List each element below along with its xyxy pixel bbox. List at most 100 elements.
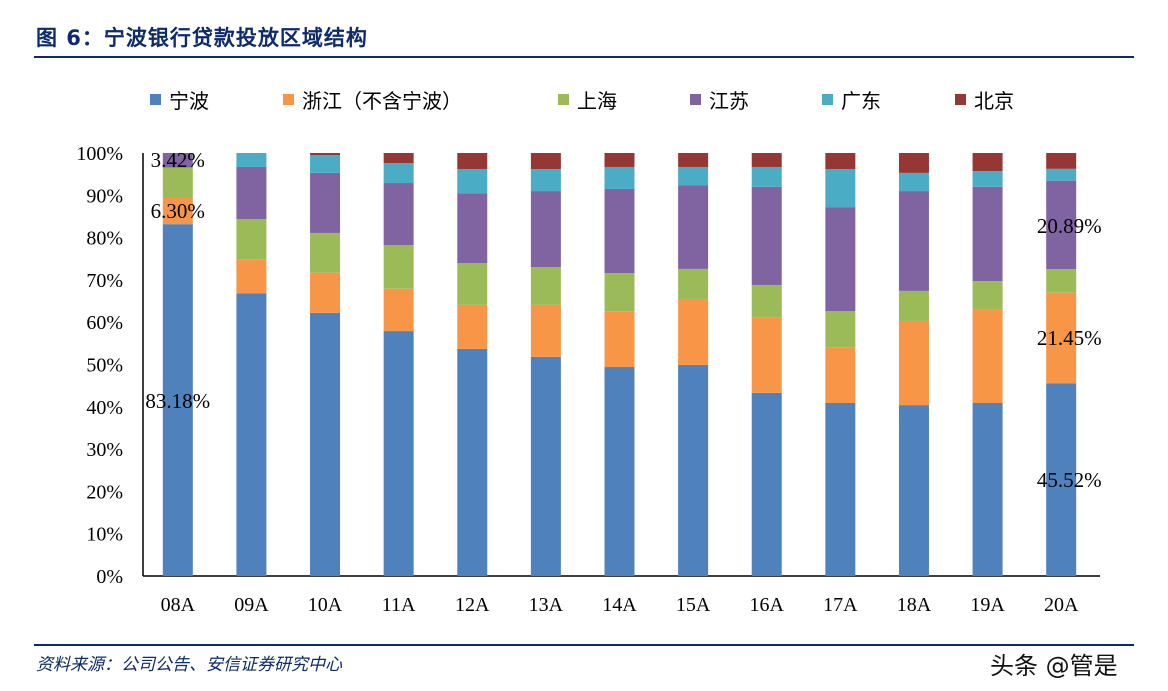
legend-label: 江苏 [709, 89, 749, 113]
legend-swatch [690, 94, 701, 105]
bar-segment [972, 186, 1003, 282]
bar-segment [678, 268, 709, 299]
y-tick-label: 40% [86, 397, 123, 419]
bar-segment [972, 402, 1003, 576]
bar-segment [162, 153, 193, 168]
data-label: 6.30% [151, 199, 205, 223]
x-tick-label: 17A [823, 594, 858, 616]
bar-segment [530, 191, 561, 268]
bar-segment [604, 311, 635, 368]
x-tick-label: 13A [529, 594, 564, 616]
bar-segment [457, 262, 488, 305]
bar-segment [457, 169, 488, 194]
bar-segment [1046, 269, 1077, 293]
bar-segment [383, 163, 414, 184]
x-tick-label: 10A [308, 594, 343, 616]
data-label: 3.42% [151, 148, 205, 172]
bar-segment [678, 185, 709, 269]
bar-segment [383, 331, 414, 576]
bar-segment [604, 273, 635, 312]
y-tick-label: 100% [76, 143, 123, 165]
bar-segment [678, 364, 709, 576]
bar-segment [1046, 292, 1077, 384]
bar-segment [1046, 168, 1077, 181]
y-tick-label: 0% [96, 566, 123, 588]
bar-segment [383, 288, 414, 332]
bar-segment [530, 169, 561, 192]
bar-segment [898, 320, 929, 406]
y-tick-label: 30% [86, 439, 123, 461]
bar-segment [825, 153, 856, 170]
watermark: 头条 @管是 [990, 652, 1118, 680]
bar-segment [898, 153, 929, 173]
bar-segment [162, 167, 193, 198]
y-tick-label: 90% [86, 185, 123, 207]
bar-segment [236, 166, 267, 219]
bar-segment [604, 188, 635, 274]
figure-title: 图 6：宁波银行贷款投放区域结构 [36, 26, 368, 50]
bar-segment [604, 367, 635, 576]
bar-segment [751, 392, 782, 576]
bar-segment [898, 405, 929, 576]
legend-label: 上海 [577, 89, 617, 113]
bar-segment [530, 153, 561, 170]
bar-segment [825, 169, 856, 208]
bar-segment [604, 153, 635, 167]
source-rule [34, 644, 1134, 646]
bar-segment [604, 166, 635, 189]
x-tick-label: 08A [161, 594, 196, 616]
bar-segment [751, 186, 782, 285]
legend-swatch [955, 94, 966, 105]
bar-segment [310, 153, 341, 156]
bar-segment [678, 166, 709, 186]
bar-segment [310, 232, 341, 273]
bar-segment [972, 309, 1003, 403]
legend-label: 广东 [841, 89, 881, 113]
legend-label: 北京 [974, 89, 1014, 113]
bar-segment [457, 348, 488, 576]
x-tick-label: 14A [602, 594, 637, 616]
data-label: 45.52% [1037, 468, 1102, 492]
bar-segment [972, 153, 1003, 172]
bar-segment [825, 311, 856, 348]
bar-segment [162, 197, 193, 225]
bar-segment [530, 356, 561, 576]
bar-segment [530, 267, 561, 305]
bar-segment [530, 304, 561, 357]
bar-segment [1046, 153, 1077, 169]
legend-swatch [150, 94, 161, 105]
data-label: 21.45% [1037, 326, 1102, 350]
y-tick-label: 10% [86, 524, 123, 546]
bar-segment [825, 207, 856, 312]
stacked-bar-chart: 0% 10% 20% 30% 40% 50% 60% 70% 80% 90% 100% 08A 09A 1… [76, 89, 1102, 616]
legend-swatch [283, 94, 294, 105]
source-note: 资料来源：公司公告、安信证券研究中心 [36, 655, 342, 675]
bar-segment [898, 172, 929, 192]
legend-swatch [558, 94, 569, 105]
x-tick-label: 11A [382, 594, 416, 616]
bar-segment [898, 290, 929, 321]
legend-swatch [822, 94, 833, 105]
data-label: 83.18% [145, 389, 210, 413]
legend-label: 宁波 [169, 89, 209, 113]
bar-segment [1046, 180, 1077, 270]
bar-segment [162, 224, 193, 576]
bar-segment [457, 304, 488, 349]
bar-segment [236, 153, 267, 167]
bar-segment [751, 166, 782, 187]
title-rule [34, 56, 1134, 58]
legend-label: 浙江（不含宁波） [302, 89, 462, 113]
bar-segment [236, 259, 267, 294]
data-label: 20.89% [1037, 214, 1102, 238]
bar-segment [751, 284, 782, 318]
bar-segment [898, 191, 929, 291]
bar-segment [457, 193, 488, 263]
bar-segment [1046, 383, 1077, 576]
x-tick-label: 12A [455, 594, 490, 616]
y-tick-label: 70% [86, 270, 123, 292]
bar-segment [751, 153, 782, 167]
bar-segment [678, 298, 709, 365]
x-tick-label: 09A [234, 594, 269, 616]
bar-segment [383, 153, 414, 164]
y-tick-label: 80% [86, 228, 123, 250]
